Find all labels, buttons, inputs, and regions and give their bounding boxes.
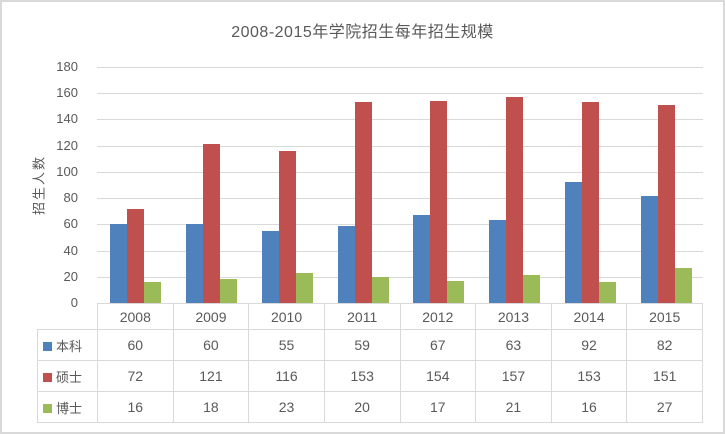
gridline xyxy=(97,250,703,252)
bar-博士-2009 xyxy=(220,279,238,303)
table-cell-硕士-2013: 157 xyxy=(475,360,552,392)
legend-label: 本科 xyxy=(56,338,83,354)
table-cell-本科-2011: 59 xyxy=(323,329,401,361)
y-axis-tick-label: 180 xyxy=(56,59,78,74)
table-cell-硕士-2008: 72 xyxy=(97,360,174,392)
table-corner-cell xyxy=(38,304,98,330)
bar-硕士-2011 xyxy=(354,102,372,303)
gridline xyxy=(97,145,703,147)
bar-本科-2009 xyxy=(186,224,204,303)
y-axis-tick-labels: 0 20 40 60 80 100 120 140 160 180 xyxy=(47,60,87,310)
table-cell-硕士-2011: 153 xyxy=(323,360,401,392)
table-header-cell-2008: 2008 xyxy=(97,303,174,330)
bar-本科-2011 xyxy=(337,225,355,303)
y-axis-tick-label: 120 xyxy=(56,137,78,153)
table-row-硕士: 硕士 72 121 116 153 154 157 153 151 xyxy=(37,360,703,392)
gridline xyxy=(97,67,703,68)
table-cell-本科-2008: 60 xyxy=(97,329,174,361)
bar-博士-2013 xyxy=(523,275,541,303)
table-cell-博士-2013: 21 xyxy=(475,391,552,423)
table-cell-博士-2008: 16 xyxy=(97,391,174,423)
table-cell-本科-2014: 92 xyxy=(550,329,628,361)
table-cell-硕士-2010: 116 xyxy=(248,360,325,392)
table-cell-本科-2013: 63 xyxy=(475,329,552,361)
gridline xyxy=(97,198,703,200)
plot-area xyxy=(97,67,703,303)
legend-cell-硕士: 硕士 xyxy=(37,360,98,392)
table-header-cell-2011: 2011 xyxy=(323,303,401,330)
table-cell-硕士-2014: 153 xyxy=(550,360,628,392)
data-table: 2008 2009 2010 2011 2012 2013 2014 2015 本科 60 60 55… xyxy=(37,303,705,423)
bar-博士-2014 xyxy=(598,282,616,303)
bar-硕士-2012 xyxy=(430,101,448,303)
table-row-本科: 本科 60 60 55 59 67 63 92 82 xyxy=(37,329,703,361)
table-cell-博士-2010: 23 xyxy=(248,391,325,423)
bar-硕士-2014 xyxy=(581,102,599,303)
table-header-cell-2013: 2013 xyxy=(475,303,552,330)
table-header-row: 2008 2009 2010 2011 2012 2013 2014 2015 xyxy=(38,303,703,330)
legend-label: 硕士 xyxy=(56,369,83,385)
table-cell-博士-2014: 16 xyxy=(550,391,628,423)
bar-博士-2011 xyxy=(371,276,389,303)
table-cell-本科-2015: 82 xyxy=(626,329,703,361)
legend-cell-本科: 本科 xyxy=(37,329,98,361)
table-header-cell-2014: 2014 xyxy=(550,303,628,330)
table-header-cell-2010: 2010 xyxy=(248,303,325,330)
table-cell-本科-2010: 55 xyxy=(248,329,325,361)
bar-博士-2010 xyxy=(295,272,313,303)
y-axis-tick-label: 40 xyxy=(63,242,78,258)
bar-硕士-2013 xyxy=(506,97,524,303)
y-axis-tick-label: 80 xyxy=(63,190,78,206)
table-cell-本科-2012: 67 xyxy=(399,329,477,361)
bar-硕士-2009 xyxy=(203,144,221,303)
gridline xyxy=(97,171,703,173)
legend-swatch xyxy=(43,341,52,351)
gridline xyxy=(97,119,703,121)
y-axis-tick-label: 20 xyxy=(63,268,78,284)
gridline xyxy=(97,224,703,226)
gridline xyxy=(97,93,703,95)
bar-本科-2010 xyxy=(261,230,279,303)
table-cell-博士-2011: 20 xyxy=(323,391,401,423)
table-header-cell-2009: 2009 xyxy=(172,303,250,330)
bar-本科-2013 xyxy=(489,220,507,303)
bar-博士-2012 xyxy=(447,280,465,303)
y-axis-tick-label: 160 xyxy=(56,85,78,101)
table-cell-硕士-2009: 121 xyxy=(172,360,250,392)
bar-博士-2008 xyxy=(144,282,162,303)
table-cell-博士-2012: 17 xyxy=(399,391,477,423)
chart-title: 2008-2015年学院招生每年招生规模 xyxy=(231,24,494,41)
table-cell-本科-2009: 60 xyxy=(172,329,250,361)
legend-swatch xyxy=(43,403,52,413)
y-axis-tick-label: 100 xyxy=(56,163,78,179)
y-axis-tick-label: 140 xyxy=(56,111,78,127)
table-header-cell-2012: 2012 xyxy=(399,303,477,330)
y-axis-tick-label: 60 xyxy=(63,216,78,232)
bar-本科-2012 xyxy=(413,215,431,303)
bar-本科-2014 xyxy=(564,182,582,303)
bar-本科-2015 xyxy=(640,195,658,303)
legend-cell-博士: 博士 xyxy=(37,391,98,423)
table-cell-硕士-2015: 151 xyxy=(626,360,703,392)
table-header-cell-2015: 2015 xyxy=(626,303,703,330)
bar-硕士-2010 xyxy=(278,150,296,303)
bar-博士-2015 xyxy=(674,267,692,303)
table-cell-博士-2009: 18 xyxy=(172,391,250,423)
bar-本科-2008 xyxy=(110,224,128,303)
table-cell-博士-2015: 27 xyxy=(626,391,703,423)
gridline xyxy=(97,276,703,278)
bar-硕士-2015 xyxy=(657,105,675,303)
table-cell-硕士-2012: 154 xyxy=(399,360,477,392)
bar-硕士-2008 xyxy=(127,208,145,303)
legend-label: 博士 xyxy=(56,400,83,416)
legend-swatch xyxy=(43,372,52,382)
chart-data-table: 2008 2009 2010 2011 2012 2013 2014 2015 本科 60 60 55… xyxy=(37,303,703,423)
y-axis-tick-label: 0 xyxy=(70,295,78,310)
table-row-博士: 博士 16 18 23 20 17 21 16 27 xyxy=(37,391,703,423)
